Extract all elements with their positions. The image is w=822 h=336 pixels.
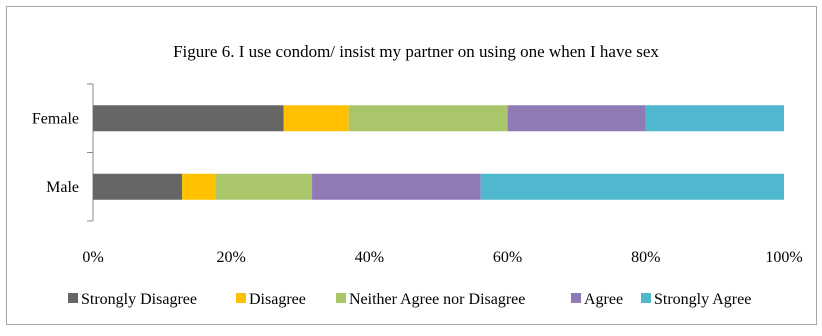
category-label: Male: [46, 179, 79, 196]
bar-segment: [348, 105, 508, 132]
legend-swatch: [68, 293, 78, 303]
x-tick-label: 60%: [493, 249, 522, 266]
legend-label: Neither Agree nor Disagree: [349, 291, 525, 308]
x-tick-label: 80%: [631, 249, 660, 266]
bar-segment: [215, 173, 313, 200]
bar-segment: [312, 173, 481, 200]
legend-swatch: [236, 293, 246, 303]
bar-segment: [283, 105, 349, 132]
x-tick-label: 100%: [765, 249, 802, 266]
legend-label: Strongly Agree: [654, 291, 751, 308]
bar-segment: [645, 105, 784, 132]
chart-title: Figure 6. I use condom/ insist my partne…: [173, 42, 659, 61]
bar-segment: [93, 173, 183, 200]
bar-segment: [93, 105, 284, 132]
category-label: Female: [32, 110, 79, 127]
x-tick-label: 0%: [82, 249, 103, 266]
legend-swatch: [571, 293, 581, 303]
x-tick-label: 20%: [217, 249, 246, 266]
bars-layer: [93, 105, 784, 200]
chart-frame: [6, 6, 817, 325]
legend-label: Agree: [584, 291, 623, 308]
legend-label: Disagree: [249, 291, 306, 308]
legend: Strongly Disagree Disagree Neither Agree n…: [68, 291, 751, 308]
category-labels: Female Male: [32, 110, 79, 196]
x-tick-label: 40%: [355, 249, 384, 266]
x-tick-labels: 0% 20% 40% 60% 80% 100%: [82, 249, 802, 266]
legend-label: Strongly Disagree: [81, 291, 197, 308]
legend-swatch: [641, 293, 651, 303]
bar-segment: [182, 173, 216, 200]
bar-segment: [480, 173, 784, 200]
bar-segment: [507, 105, 646, 132]
legend-swatch: [336, 293, 346, 303]
